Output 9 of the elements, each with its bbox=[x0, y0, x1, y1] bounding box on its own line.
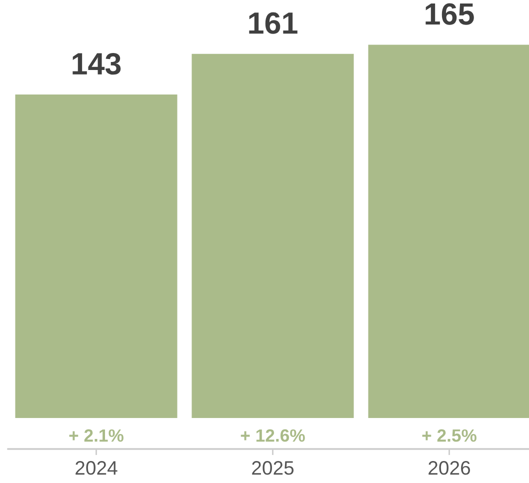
annotation: + 2.5% bbox=[422, 429, 476, 442]
data-label: 165 bbox=[426, 3, 474, 25]
data-label: 143 bbox=[72, 52, 121, 75]
x-tick-label: 2024 bbox=[76, 461, 118, 475]
annotation: + 2.1% bbox=[69, 429, 124, 442]
x-tick-label: 2025 bbox=[252, 461, 294, 475]
x-tick-label: 2026 bbox=[428, 461, 470, 475]
annotation: + 12.6% bbox=[240, 429, 305, 442]
data-label: 161 bbox=[249, 12, 298, 34]
